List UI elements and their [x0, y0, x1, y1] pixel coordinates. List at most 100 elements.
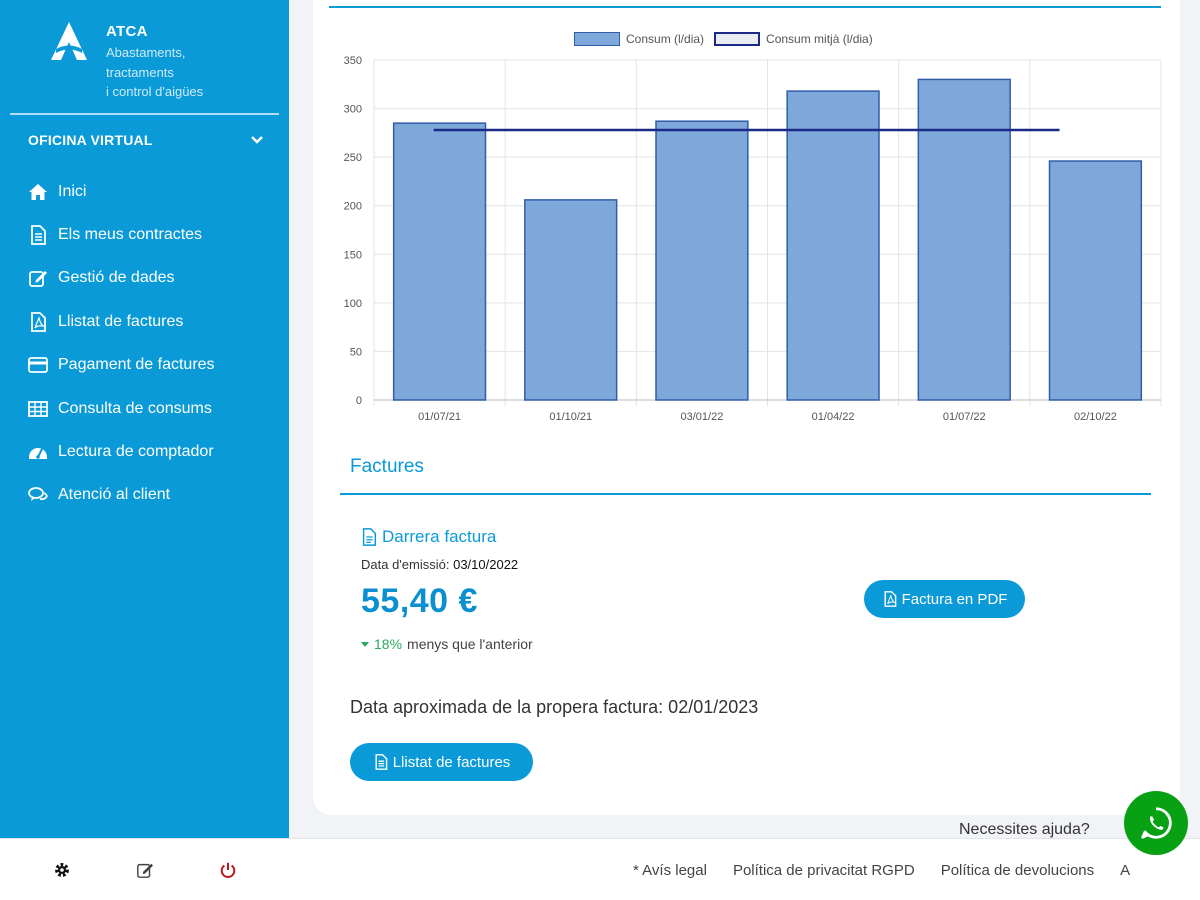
footer-link-privacitat[interactable]: Política de privacitat RGPD	[732, 862, 915, 879]
oficina-virtual-toggle[interactable]: OFICINA VIRTUAL	[28, 128, 264, 152]
credit-card-icon	[28, 357, 48, 374]
sidebar-menu: Inici Els meus contractes Gestió de dade…	[28, 170, 278, 517]
chart-legend: Consum (l/dia) Consum mitjà (l/dia)	[574, 32, 873, 46]
y-tick-label: 50	[350, 346, 362, 358]
x-tick-label: 01/04/22	[812, 411, 855, 423]
sidebar-item-lectura[interactable]: Lectura de comptador	[28, 430, 278, 473]
y-tick-label: 100	[344, 298, 362, 310]
x-tick-label: 02/10/22	[1074, 411, 1117, 423]
sidebar: ATCA Abastaments, tractaments i control …	[0, 0, 289, 838]
brand-subtitle-line: i control d'aigües	[106, 84, 204, 99]
sidebar-item-consums[interactable]: Consulta de consums	[28, 387, 278, 430]
pdf-icon	[884, 591, 896, 607]
document-icon	[31, 225, 46, 245]
sidebar-item-gestio-dades[interactable]: Gestió de dades	[28, 257, 278, 300]
home-icon	[29, 183, 47, 200]
edit-icon	[136, 863, 153, 878]
list-button-label: Llistat de factures	[392, 753, 511, 771]
last-invoice-link[interactable]: Darrera factura	[360, 527, 496, 547]
legend-label: Consum (l/dia)	[626, 32, 705, 46]
document-icon	[375, 754, 388, 770]
y-tick-label: 300	[344, 104, 362, 116]
atca-logo-icon	[51, 22, 87, 60]
sidebar-item-inici[interactable]: Inici	[28, 170, 278, 213]
x-tick-label: 01/07/21	[418, 411, 461, 423]
top-divider	[329, 6, 1161, 8]
x-tick-label: 01/07/22	[943, 411, 986, 423]
chat-icon	[28, 487, 48, 502]
sidebar-item-label: Pagament de factures	[58, 356, 215, 374]
bar	[1048, 160, 1143, 401]
invoice-list-button[interactable]: Llistat de factures	[350, 743, 533, 781]
emission-label: Data d'emissió:	[361, 557, 450, 572]
brand-subtitle-line: Abastaments,	[106, 45, 186, 60]
y-tick-label: 200	[344, 201, 362, 213]
whatsapp-button[interactable]	[1124, 791, 1188, 855]
sidebar-item-label: Lectura de comptador	[58, 443, 214, 461]
invoice-amount: 55,40 €	[361, 582, 478, 620]
legend-swatch-bar	[574, 32, 620, 46]
trend-percentage: 18%	[374, 636, 403, 652]
y-tick-label: 0	[356, 395, 362, 407]
footer-link-avis-legal[interactable]: * Avís legal	[633, 862, 707, 879]
footer-links: * Avís legal Política de privacitat RGPD…	[633, 862, 1130, 879]
legend-item-consum[interactable]: Consum (l/dia)	[574, 32, 704, 46]
section-divider	[340, 493, 1151, 495]
sidebar-item-label: Llistat de factures	[58, 312, 184, 330]
brand-logo[interactable]: ATCA Abastaments, tractaments i control …	[48, 20, 278, 104]
sidebar-item-label: Els meus contractes	[58, 226, 203, 244]
sidebar-item-llistat-factures[interactable]: Llistat de factures	[28, 300, 278, 343]
legend-item-consum-mitja[interactable]: Consum mitjà (l/dia)	[714, 32, 873, 46]
whatsapp-icon	[1141, 807, 1172, 839]
settings-button[interactable]	[51, 859, 73, 881]
sidebar-item-atencio[interactable]: Atenció al client	[28, 474, 278, 517]
brand-subtitle: Abastaments, tractaments i control d'aig…	[106, 43, 266, 102]
sidebar-item-label: Inici	[58, 182, 87, 200]
sidebar-toolbar	[0, 838, 289, 900]
sidebar-item-label: Consulta de consums	[58, 399, 212, 417]
pdf-icon	[31, 311, 46, 332]
legend-label: Consum mitjà (l/dia)	[766, 32, 873, 46]
sidebar-item-pagament[interactable]: Pagament de factures	[28, 344, 278, 387]
bar	[655, 120, 749, 401]
sidebar-item-label: Gestió de dades	[58, 269, 175, 287]
brand-subtitle-line: tractaments	[106, 64, 174, 80]
caret-down-icon	[361, 641, 369, 647]
help-text: Necessites ajuda?	[959, 821, 1090, 838]
document-icon	[362, 528, 377, 546]
footer-link-more[interactable]: A	[1120, 862, 1131, 879]
pdf-button-label: Factura en PDF	[901, 590, 1008, 608]
bar	[392, 122, 487, 401]
emission-date-value: 03/10/2022	[453, 557, 519, 572]
next-invoice-date: Data aproximada de la propera factura: 0…	[350, 697, 759, 717]
chevron-down-icon	[251, 136, 263, 144]
footer	[289, 838, 1200, 900]
footer-link-devolucions[interactable]: Política de devolucions	[940, 862, 1095, 879]
brand-name: ATCA	[106, 23, 148, 40]
logout-button[interactable]	[217, 859, 239, 881]
legend-swatch-line	[714, 32, 761, 46]
table-icon	[28, 400, 48, 417]
oficina-virtual-label: OFICINA VIRTUAL	[28, 132, 153, 148]
edit-profile-button[interactable]	[134, 859, 156, 881]
x-tick-label: 01/10/21	[549, 411, 592, 423]
edit-icon	[29, 271, 47, 288]
y-tick-label: 150	[344, 249, 362, 261]
x-tick-label: 03/01/22	[681, 411, 724, 423]
trend-text: menys que l'anterior	[407, 636, 533, 652]
y-tick-label: 250	[344, 152, 362, 164]
y-tick-label: 350	[344, 55, 362, 67]
consumption-chart: 0 50 100 150 200 250 300 350 01/07/21 01/10/21 03/…	[344, 55, 1162, 423]
power-icon	[220, 862, 235, 878]
bar	[524, 199, 618, 401]
sidebar-item-contractes[interactable]: Els meus contractes	[28, 213, 278, 256]
bar	[786, 90, 880, 401]
invoice-trend: 18% menys que l'anterior	[361, 636, 533, 652]
invoice-pdf-button[interactable]: Factura en PDF	[864, 580, 1025, 618]
gear-icon	[54, 862, 69, 877]
last-invoice-label: Darrera factura	[382, 527, 497, 546]
gauge-icon	[29, 448, 47, 460]
sidebar-divider	[10, 113, 279, 115]
bar	[917, 78, 1011, 401]
emission-date: Data d'emissió: 03/10/2022	[361, 557, 518, 572]
